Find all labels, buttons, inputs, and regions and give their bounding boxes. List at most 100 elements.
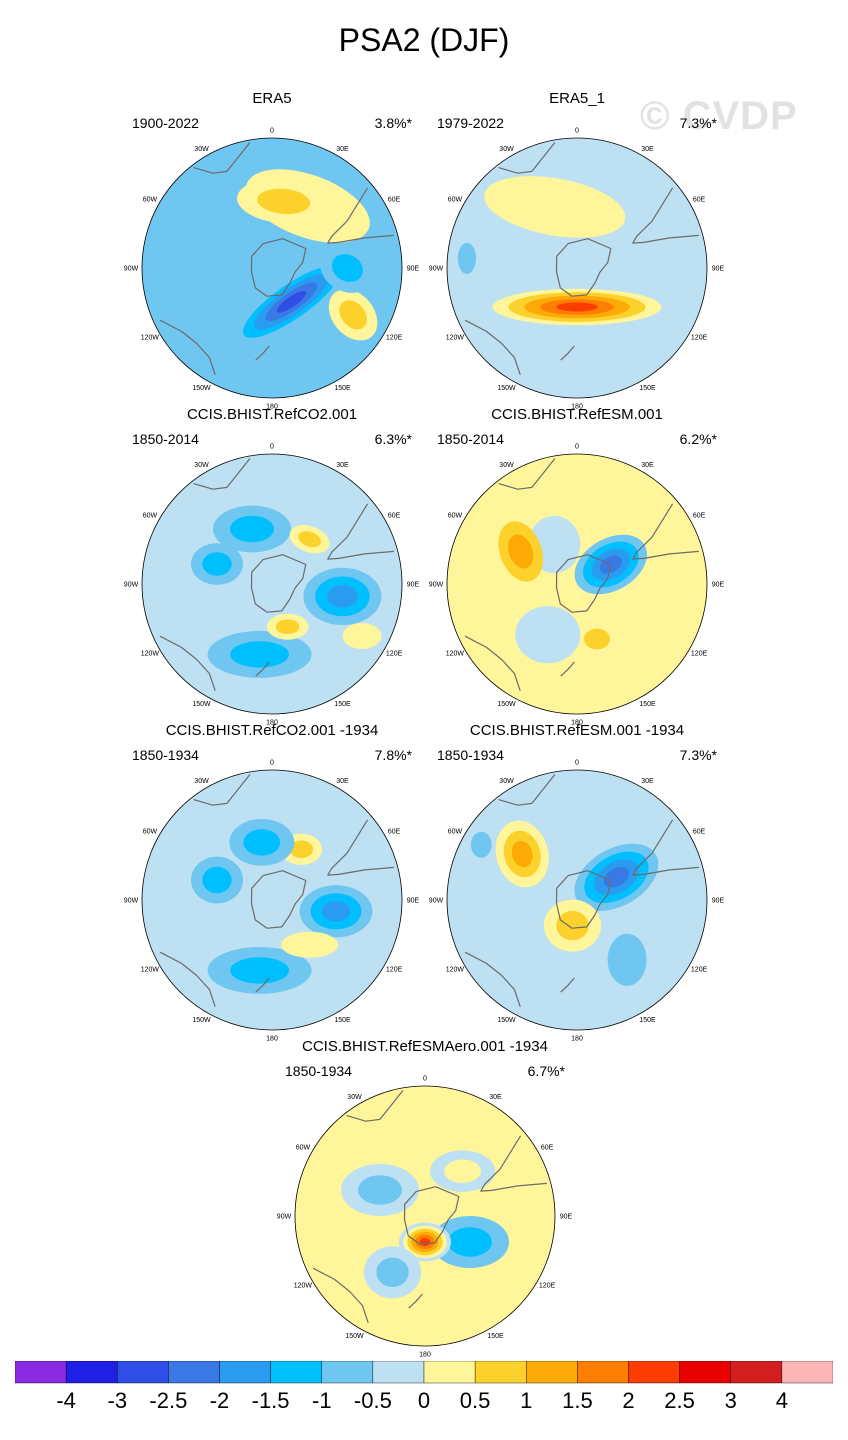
longitude-label: 60E xyxy=(388,513,401,520)
panel-title: CCIS.BHIST.RefESM.001 -1934 xyxy=(469,722,685,739)
longitude-label: 150W xyxy=(497,385,516,392)
longitude-label: 30W xyxy=(499,462,514,469)
anomaly-contour xyxy=(584,628,610,650)
longitude-label: 90E xyxy=(407,898,420,905)
longitude-label: 0 xyxy=(575,128,579,135)
longitude-label: 90E xyxy=(712,266,725,273)
longitude-label: 60E xyxy=(388,197,401,204)
anomaly-contour xyxy=(556,302,598,312)
anomaly-contour xyxy=(358,1175,402,1205)
map-border xyxy=(446,769,708,1031)
colorbar-tick-label: 1.5 xyxy=(562,1388,593,1413)
longitude-label: 60W xyxy=(143,197,158,204)
longitude-label: 120E xyxy=(386,651,403,658)
coastline xyxy=(250,870,307,929)
anomaly-contour xyxy=(448,1227,492,1257)
colorbar-box xyxy=(474,1361,527,1384)
longitude-label: 90E xyxy=(407,266,420,273)
colorbar-tick-label: -4 xyxy=(56,1388,76,1413)
anomaly-contour xyxy=(515,606,581,664)
longitude-label: 120W xyxy=(141,967,160,974)
field-shading xyxy=(447,138,707,398)
panel-period: 1900-2022 xyxy=(132,115,199,131)
panel-period: 1850-2014 xyxy=(437,431,504,447)
anomaly-contour xyxy=(275,619,300,635)
panel-title: CCIS.BHIST.RefESMAero.001 -1934 xyxy=(302,1038,548,1055)
figure-title: PSA2 (DJF) xyxy=(338,22,510,58)
longitude-label: 60W xyxy=(143,829,158,836)
anomaly-contour xyxy=(508,534,534,569)
anomaly-contour xyxy=(327,585,358,608)
longitude-label: 60E xyxy=(693,197,706,204)
anomaly-contour xyxy=(243,829,281,856)
longitude-label: 90E xyxy=(712,898,725,905)
polar-map: 0 30E 60E 90E 120E 150E 180 150W 120W 90W 60W 30W xyxy=(124,128,420,411)
longitude-label: 30W xyxy=(499,778,514,785)
longitude-label: 30E xyxy=(336,778,349,785)
colorbar-tick-label: -0.5 xyxy=(353,1388,392,1413)
anomaly-contour xyxy=(342,623,382,649)
coastline xyxy=(403,1186,460,1245)
longitude-label: 30W xyxy=(194,146,209,153)
cvdp-watermark: © CVDP xyxy=(640,94,798,138)
longitude-label: 60E xyxy=(541,1145,554,1152)
panel-period: 1979-2022 xyxy=(437,115,504,131)
anomaly-contour xyxy=(331,253,363,283)
longitude-label: 30E xyxy=(641,462,654,469)
longitude-label: 150W xyxy=(497,1017,516,1024)
colorbar-tick-label: -1.5 xyxy=(251,1388,290,1413)
map-panel: ERA5_1 1979-2022 7.3%* 0 30E 60E 90E 120E 150… xyxy=(427,90,727,411)
longitude-label: 30E xyxy=(641,778,654,785)
coastline xyxy=(193,774,251,806)
coastlines xyxy=(159,458,394,691)
colorbar-tick-label: 0.5 xyxy=(459,1388,491,1413)
anomaly-contour xyxy=(376,1257,409,1287)
colorbar-tick-label: 4 xyxy=(775,1388,789,1413)
longitude-label: 30E xyxy=(336,146,349,153)
map-panel: CCIS.BHIST.RefESMAero.001 -1934 1850-193… xyxy=(275,1038,575,1359)
coastline xyxy=(346,1090,404,1122)
longitude-label: 90W xyxy=(429,582,444,589)
colorbar-box xyxy=(321,1361,374,1384)
panel-period: 1850-2014 xyxy=(132,431,199,447)
field-shading xyxy=(447,770,707,1030)
anomaly-contour xyxy=(257,188,311,215)
panel-percent-variance: 3.8%* xyxy=(374,115,412,131)
field-background xyxy=(142,770,402,1030)
coastline xyxy=(498,142,556,174)
coastline xyxy=(560,661,575,677)
anomaly-contour xyxy=(289,840,314,859)
panel-title: ERA5 xyxy=(252,90,292,107)
colorbar-tick-label: -2.5 xyxy=(149,1388,188,1413)
longitude-label: 150W xyxy=(345,1333,364,1340)
longitude-label: 60W xyxy=(448,197,463,204)
longitude-label: 150E xyxy=(639,385,656,392)
anomaly-contour xyxy=(230,515,274,543)
polar-map: 0 30E 60E 90E 120E 150E 180 150W 120W 90W 60W 30W xyxy=(124,760,420,1043)
longitude-label: 120W xyxy=(141,651,160,658)
coastline xyxy=(255,661,270,677)
longitude-label: 30W xyxy=(499,146,514,153)
longitude-label: 120W xyxy=(141,335,160,342)
coastline xyxy=(464,951,521,1007)
longitude-label: 120W xyxy=(446,651,465,658)
colorbar-box xyxy=(270,1361,322,1384)
coastline xyxy=(498,774,556,806)
colorbar-box xyxy=(15,1361,67,1384)
coastline xyxy=(408,1293,423,1309)
longitude-label: 60E xyxy=(388,829,401,836)
coastline xyxy=(632,503,699,560)
longitude-label: 150E xyxy=(487,1333,504,1340)
longitude-label: 120E xyxy=(386,335,403,342)
longitude-label: 150E xyxy=(334,1017,351,1024)
map-panel: CCIS.BHIST.RefESM.001 -1934 1850-1934 7.… xyxy=(427,722,727,1043)
anomaly-contour xyxy=(444,1159,481,1183)
longitude-label: 120W xyxy=(294,1283,313,1290)
anomaly-contour xyxy=(470,831,492,858)
longitude-label: 90E xyxy=(407,582,420,589)
colorbar-box xyxy=(628,1361,680,1384)
longitude-label: 150W xyxy=(192,701,211,708)
longitude-label: 180 xyxy=(266,404,278,411)
coastline xyxy=(498,458,556,490)
longitude-label: 150W xyxy=(497,701,516,708)
